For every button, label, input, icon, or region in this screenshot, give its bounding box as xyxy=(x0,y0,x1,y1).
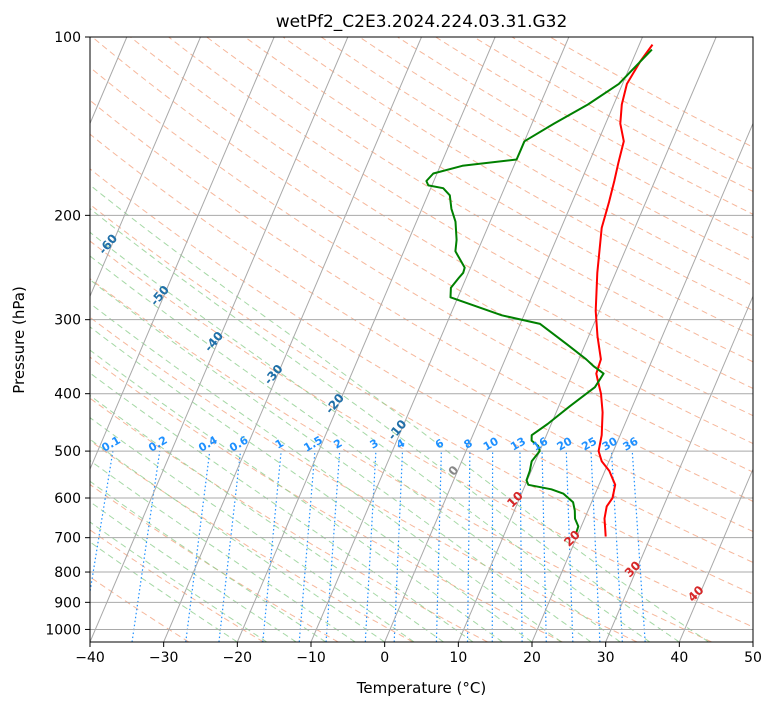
y-tick-label: 200 xyxy=(54,208,81,224)
moist-adiabat-line xyxy=(90,184,710,642)
chart-title: wetPf2_C2E3.2024.224.03.31.G32 xyxy=(276,12,568,32)
x-tick-label: 40 xyxy=(670,650,688,666)
y-tick-label: 400 xyxy=(54,387,81,403)
moist-adiabat-line xyxy=(90,501,297,642)
dry-adiabat-line xyxy=(90,316,638,642)
dry-adiabat-line xyxy=(90,203,753,595)
isotherm-label: -70 xyxy=(43,181,68,207)
moist-adiabat-line xyxy=(90,372,474,642)
isotherm-label: -50 xyxy=(147,283,172,309)
dry-adiabat-line xyxy=(90,99,753,502)
plot-frame xyxy=(89,36,754,643)
x-tick-label: −40 xyxy=(75,650,105,666)
isotherm-label: -80 xyxy=(0,134,14,160)
mixing-ratio-line xyxy=(131,451,161,642)
isotherm-line xyxy=(605,295,753,642)
moist-adiabat-line xyxy=(90,521,268,642)
y-tick-label: 900 xyxy=(54,595,81,611)
moist-adiabat-line xyxy=(90,207,680,642)
moist-adiabat-line xyxy=(90,279,592,642)
isotherm-line xyxy=(90,37,275,471)
dry-adiabat-line xyxy=(435,37,753,215)
isotherm-label: -30 xyxy=(261,362,286,388)
mixing-ratio-line xyxy=(590,451,601,642)
dry-adiabat-line xyxy=(282,37,753,312)
dewpoint-line xyxy=(425,48,653,535)
dry-adiabat-line xyxy=(90,397,488,642)
y-tick-label: 600 xyxy=(54,491,81,507)
x-tick-label: −20 xyxy=(223,650,253,666)
isotherm-label: -10 xyxy=(385,417,410,443)
dry-adiabat-line xyxy=(90,133,753,533)
y-tick-label: 700 xyxy=(54,531,81,547)
moist-adiabat-line xyxy=(90,480,326,642)
mixing-ratio-line xyxy=(435,451,442,642)
moist-adiabat-line xyxy=(90,394,444,642)
isotherm-label: 0 xyxy=(445,463,461,478)
dry-adiabat-line xyxy=(244,37,753,337)
x-tick-label: −30 xyxy=(149,650,179,666)
x-tick-label: −10 xyxy=(296,650,326,666)
x-tick-label: 50 xyxy=(744,650,762,666)
y-axis-label: Pressure (hPa) xyxy=(10,286,28,394)
moist-adiabat-line xyxy=(90,459,356,642)
isotherm-line xyxy=(163,37,422,642)
dry-adiabat-line xyxy=(549,37,753,148)
y-tick-label: 100 xyxy=(54,30,81,46)
isotherm-label: -40 xyxy=(202,329,227,355)
dry-adiabat-line xyxy=(511,37,753,170)
isotherm-line xyxy=(531,122,753,642)
temperature-line xyxy=(594,44,654,537)
dry-adiabat-line xyxy=(90,529,264,642)
moist-adiabat-line xyxy=(90,417,415,642)
moist-adiabat-line xyxy=(90,255,621,642)
x-tick-label: 30 xyxy=(597,650,615,666)
dry-adiabat-line xyxy=(206,37,753,363)
x-tick-label: 0 xyxy=(380,650,389,666)
moist-adiabat-line xyxy=(90,438,385,642)
moist-adiabat-line xyxy=(90,349,503,642)
moist-adiabat-line xyxy=(90,541,238,642)
mixing-ratio-line xyxy=(218,451,242,642)
dry-adiabat-line xyxy=(130,37,753,417)
mixing-ratio-line xyxy=(364,451,377,642)
y-tick-label: 800 xyxy=(54,565,81,581)
dry-adiabat-line xyxy=(90,240,753,628)
isotherm-line xyxy=(90,37,201,298)
isotherm-line xyxy=(90,37,349,642)
y-tick-label: 300 xyxy=(54,313,81,329)
mixing-ratio-label: 2 xyxy=(331,437,344,452)
isotherm-line xyxy=(457,37,717,642)
mixing-ratio-line xyxy=(90,451,114,596)
isotherm-label: -20 xyxy=(322,391,347,417)
isotherm-line xyxy=(236,37,496,642)
y-tick-label: 500 xyxy=(54,444,81,460)
moist-adiabat-line xyxy=(90,302,562,642)
dry-adiabat-line xyxy=(359,37,753,263)
x-tick-label: 20 xyxy=(523,650,541,666)
isotherm-line xyxy=(678,467,753,642)
dry-adiabat-line xyxy=(90,356,563,642)
mixing-ratio-line xyxy=(519,451,523,642)
mixing-ratio-line xyxy=(631,451,646,642)
isotherm-line xyxy=(752,640,753,642)
dry-adiabat-line xyxy=(168,37,753,389)
isotherm-line xyxy=(310,37,570,642)
dry-adiabat-line xyxy=(91,37,753,445)
moist-adiabat-line xyxy=(90,326,533,642)
x-tick-label: 10 xyxy=(449,650,467,666)
isotherm-line xyxy=(384,37,643,642)
x-axis-label: Temperature (°C) xyxy=(356,679,486,697)
mixing-ratio-line xyxy=(466,451,471,642)
moist-adiabat-line xyxy=(90,231,651,642)
y-tick-label: 1000 xyxy=(45,622,81,638)
dry-adiabat-line xyxy=(90,483,339,642)
mixing-ratio-line xyxy=(185,451,211,642)
